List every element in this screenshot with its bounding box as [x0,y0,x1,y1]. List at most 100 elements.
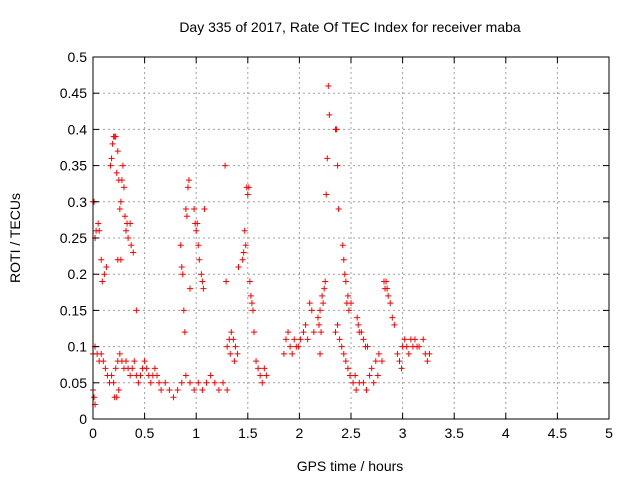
data-point [131,358,138,365]
data-point [375,350,382,357]
data-point [353,387,360,394]
y-tick-label: 0.3 [68,194,88,210]
data-point [101,271,108,278]
data-point [366,372,373,379]
data-point [384,285,391,292]
data-point [182,206,189,213]
data-point [199,387,206,394]
data-point [280,350,287,357]
x-tick-label: 3 [399,425,407,441]
y-tick-label: 0.05 [60,375,87,391]
x-axis-label: GPS time / hours [297,458,404,474]
data-point [223,278,230,285]
data-point [257,372,264,379]
data-point [401,336,408,343]
data-point [320,300,327,307]
x-tick-label: 0.5 [135,425,155,441]
data-point [325,82,332,89]
data-point [319,292,326,299]
data-point [291,336,298,343]
data-point [151,365,158,372]
data-point [215,387,222,394]
data-point [321,285,328,292]
data-point [285,329,292,336]
x-tick-label: 1.5 [238,425,258,441]
data-point [340,350,347,357]
data-point [123,358,130,365]
grid-lines [93,57,609,419]
x-tick-label: 2 [296,425,304,441]
data-point [170,394,177,401]
data-point [424,358,431,365]
x-tick-label: 0 [89,425,97,441]
data-point [207,372,214,379]
x-tick-label: 3.5 [444,425,464,441]
data-point [125,235,132,241]
data-point [187,379,194,386]
data-point [259,379,266,386]
data-point [314,314,321,321]
data-point [244,191,251,198]
x-tick-label: 5 [605,425,613,441]
data-point [95,220,102,227]
data-point [364,343,371,350]
data-point [396,358,403,365]
data-point [194,220,201,227]
data-point [110,379,117,386]
data-point [344,365,351,372]
data-point [387,300,394,307]
data-point [341,271,348,278]
y-tick-label: 0.15 [60,302,87,318]
data-point [374,372,381,379]
data-point [123,227,130,234]
data-point [133,307,140,314]
data-point [249,307,256,314]
data-point [116,350,123,357]
data-point [308,307,315,314]
data-point [348,300,354,307]
data-point [119,162,126,169]
data-point [191,206,198,213]
data-point [316,321,323,328]
data-point [198,271,205,278]
data-point [99,278,106,285]
data-point [302,321,309,328]
data-point [263,372,270,379]
data-point [113,169,120,176]
data-point [411,336,418,343]
data-point [326,111,333,118]
data-point [103,263,110,270]
chart-title: Day 335 of 2017, Rate Of TEC Index for r… [179,19,521,35]
data-point [143,365,150,372]
data-point [193,227,200,234]
data-point [107,162,114,169]
data-point [378,358,385,365]
data-point [191,387,198,394]
data-point [405,350,412,357]
data-point [333,126,340,133]
data-point [289,350,296,357]
x-tick-label: 1 [192,425,200,441]
data-point [228,329,235,336]
data-point [98,256,105,263]
data-point [195,242,202,249]
data-point [183,213,190,220]
data-point [282,336,289,343]
data-point [253,358,260,365]
data-point [153,372,160,379]
data-point [317,307,324,314]
data-point [108,372,115,379]
data-point [220,379,227,386]
y-tick-label: 0.1 [68,339,88,355]
data-point [177,242,184,249]
data-point [130,249,137,256]
data-point [179,271,186,278]
data-point [187,285,194,292]
data-point [128,242,135,249]
data-point [200,285,207,292]
y-axis-label: ROTI / TECUs [7,193,23,283]
data-point [324,155,331,162]
data-point [224,343,231,350]
data-point [227,350,234,357]
y-tick-label: 0.35 [60,158,87,174]
